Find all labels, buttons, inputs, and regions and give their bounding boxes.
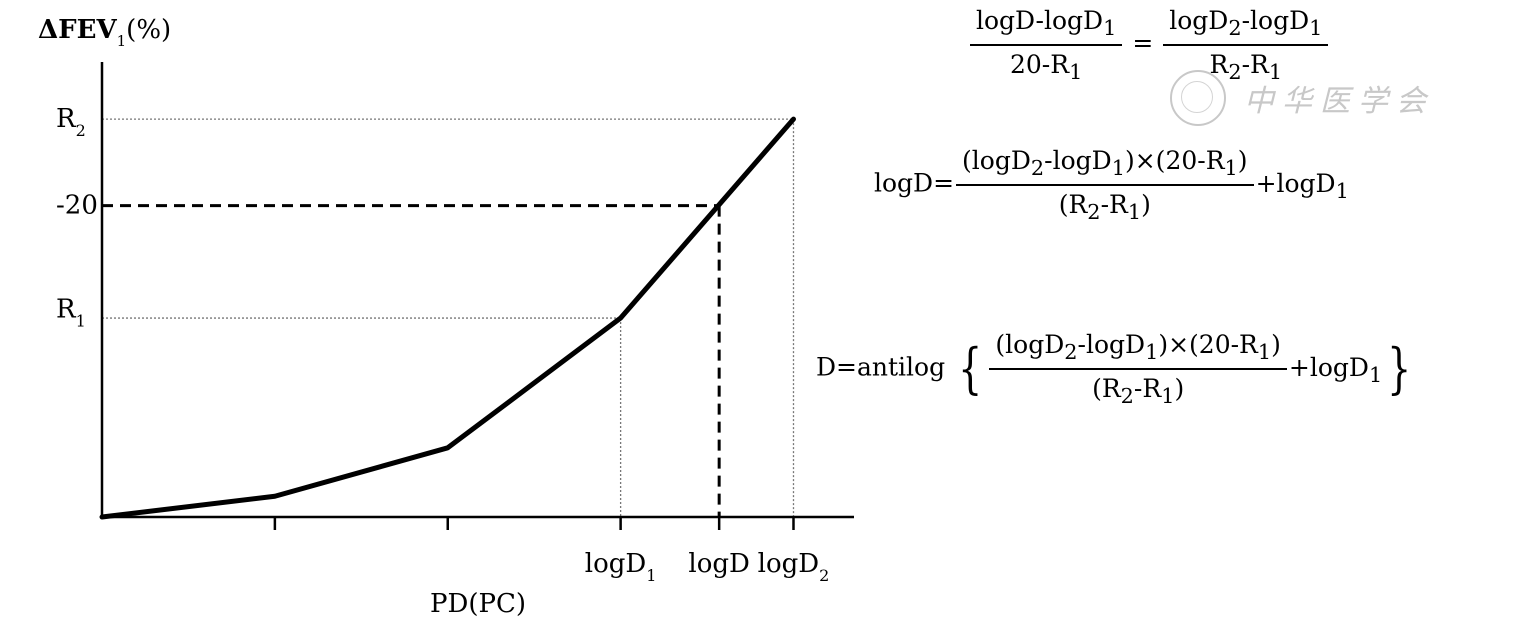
formula3-fraction: (logD2-logD1)×(20-R1) (R2-R1) bbox=[989, 330, 1287, 408]
reference-lines bbox=[102, 118, 795, 517]
watermark: 中华医学会 bbox=[1170, 70, 1434, 126]
formula1-equals: = bbox=[1132, 28, 1154, 58]
x-tick-label-3: logD bbox=[688, 549, 749, 579]
formula3-brace-open: { bbox=[958, 337, 983, 400]
formula-logd: logD= (logD2-logD1)×(20-R1) (R2-R1) +log… bbox=[874, 146, 1349, 224]
axes bbox=[100, 62, 854, 530]
formula2-fraction: (logD2-logD1)×(20-R1) (R2-R1) bbox=[956, 146, 1254, 224]
y-tick-label-2: R1 bbox=[56, 294, 86, 330]
seal-icon bbox=[1170, 70, 1226, 126]
x-tick-label-2: logD1 bbox=[585, 549, 657, 585]
axis-labels: logD1 logD logD2 R2 -20 R1 PD(PC) ΔFEV1(%) bbox=[38, 15, 829, 619]
y-tick-label-1: -20 bbox=[56, 191, 98, 221]
formula3-lhs: D=antilog bbox=[816, 352, 946, 382]
formula3-brace-close: } bbox=[1387, 337, 1412, 400]
formula-interpolation-ratio: logD-logD1 20-R1 = logD2-logD1 R2-R1 bbox=[968, 6, 1330, 84]
x-tick-label-4: logD2 bbox=[758, 549, 830, 585]
formula3-tail: +logD1 bbox=[1288, 352, 1383, 387]
data-series bbox=[99, 116, 796, 520]
y-tick-label-0: R2 bbox=[56, 104, 86, 140]
formula2-lhs: logD= bbox=[874, 168, 955, 198]
formula1-fraction-right: logD2-logD1 R2-R1 bbox=[1163, 6, 1329, 84]
series-line-0 bbox=[99, 116, 796, 520]
watermark-text: 中华医学会 bbox=[1244, 84, 1434, 119]
x-axis-title: PD(PC) bbox=[430, 589, 526, 619]
formula-antilog: D=antilog { (logD2-logD1)×(20-R1) (R2-R1… bbox=[816, 330, 1417, 408]
formula2-tail: +logD1 bbox=[1255, 168, 1349, 203]
formula1-fraction-left: logD-logD1 20-R1 bbox=[970, 6, 1123, 84]
y-axis-title: ΔFEV1(%) bbox=[38, 15, 171, 50]
